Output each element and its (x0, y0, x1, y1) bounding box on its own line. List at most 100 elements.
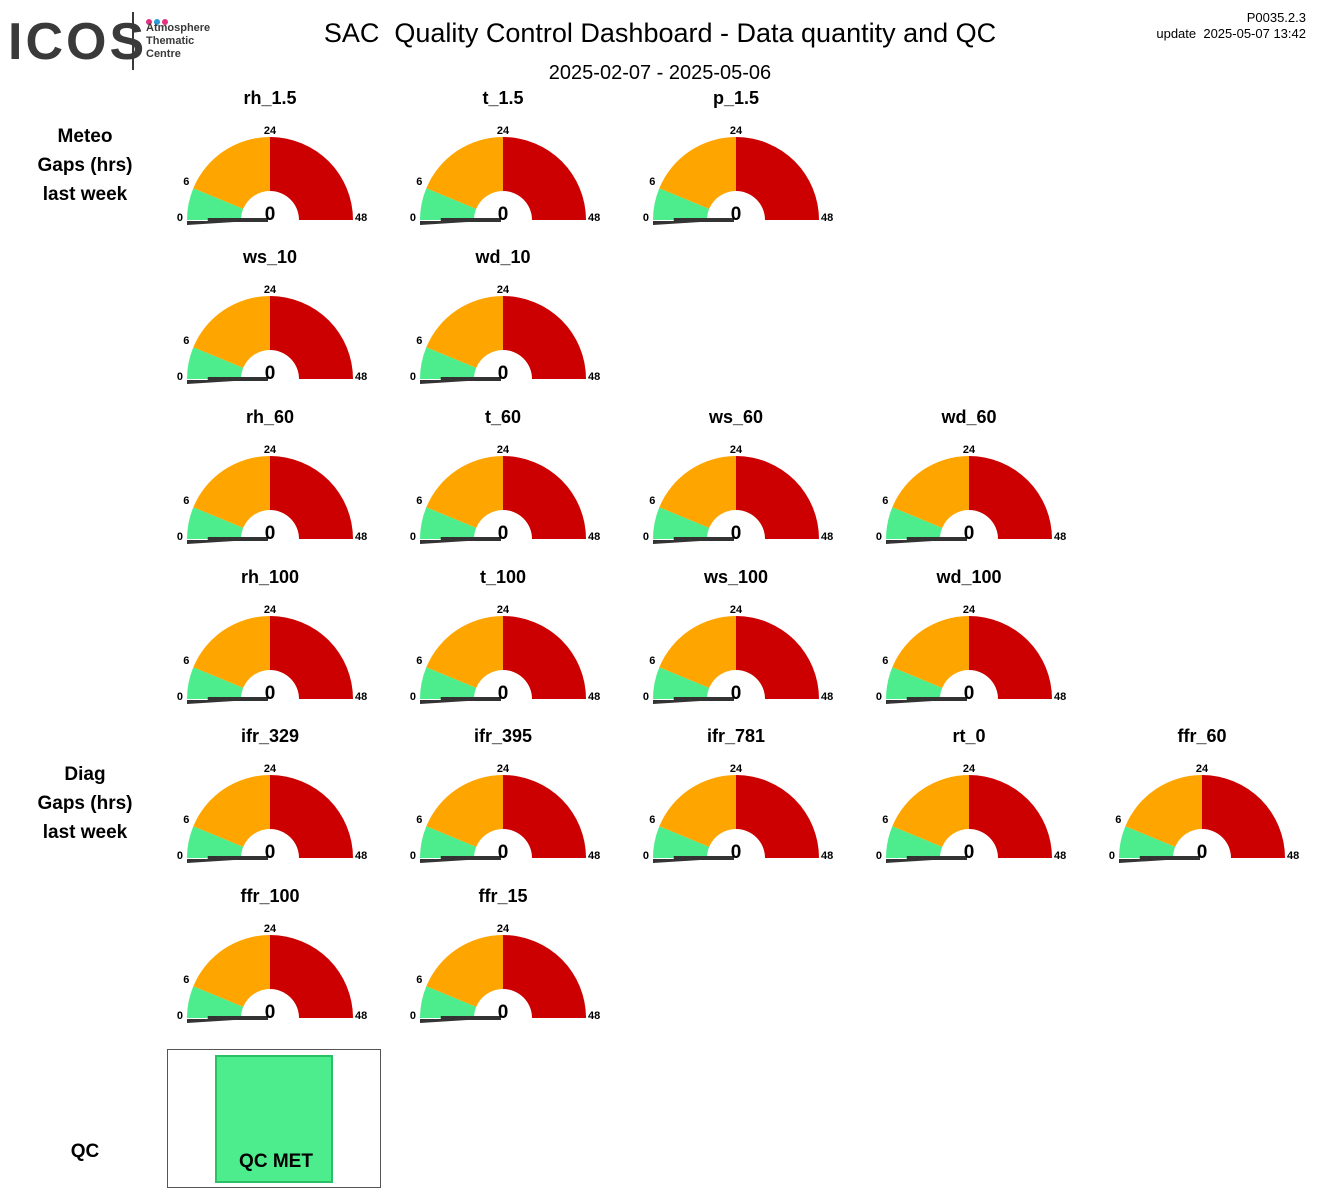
logo-dots (146, 12, 170, 30)
gauge-chart: 0 6 24 48 0 rt_0 (876, 726, 1066, 863)
qc-status-label: QC MET (239, 1151, 313, 1172)
gauge-tick-label: 0 (643, 691, 649, 703)
gauge-title: wd_10 (474, 247, 530, 267)
gauge-tick-label: 6 (649, 495, 655, 507)
gauge-band-orange (426, 296, 503, 368)
gauge-tick-label: 6 (649, 655, 655, 667)
gauge-value-label: 0 (498, 683, 509, 704)
gauge-tick-label: 48 (1054, 531, 1066, 543)
gauge-tick-label: 0 (177, 371, 183, 383)
gauge-value-label: 0 (265, 204, 276, 225)
gauge: 0 6 24 48 0 ifr_329 (177, 726, 391, 876)
gauge-title: ffr_60 (1177, 726, 1226, 746)
gauge-band-orange (193, 137, 270, 209)
page-title: SAC Quality Control Dashboard - Data qua… (323, 18, 997, 48)
gauge-tick-label: 24 (264, 284, 277, 296)
gauge-band-green (886, 507, 943, 539)
gauge-band-red (969, 616, 1052, 699)
gauge-tick-label: 24 (497, 125, 510, 137)
gauge-band-green (420, 507, 477, 539)
gauge-band-red (1202, 775, 1285, 858)
gauge-needle-base (420, 380, 483, 384)
gauge-band-orange (193, 935, 270, 1007)
version-info: P0035.2.3 update 2025-05-07 13:42 (1156, 10, 1306, 42)
gauge-band-red (969, 775, 1052, 858)
gauge-value-label: 0 (1197, 842, 1208, 863)
gauge-band-orange (659, 137, 736, 209)
gauge-band-orange (426, 456, 503, 528)
gauge-chart: 0 6 24 48 0 ffr_60 (1109, 726, 1299, 863)
gauge-title: t_60 (485, 407, 521, 427)
gauge: 0 6 24 48 0 rh_60 (177, 407, 391, 557)
gauge-tick-label: 24 (497, 923, 510, 935)
gauge-tick-label: 48 (355, 691, 367, 703)
gauge-needle-base (653, 540, 716, 544)
gauge-band-orange (659, 775, 736, 847)
gauge-band-orange (659, 616, 736, 688)
logo-divider (132, 12, 134, 70)
gauge-title: rh_60 (246, 407, 294, 427)
gauge-band-green (653, 826, 710, 858)
gauge: 0 6 24 48 0 t_100 (410, 567, 624, 717)
gauge-needle-base (886, 540, 949, 544)
gauge-chart: 0 6 24 48 0 ffr_15 (410, 886, 600, 1023)
gauge-tick-label: 24 (730, 125, 743, 137)
gauge-tick-label: 0 (177, 531, 183, 543)
section-label-line: Gaps (hrs) (37, 155, 133, 176)
gauge: 0 6 24 48 0 rt_0 (876, 726, 1090, 876)
gauge-title: rh_100 (241, 567, 299, 587)
gauge-title: ws_100 (703, 567, 768, 587)
gauge-tick-label: 0 (177, 850, 183, 862)
section-label-line: Gaps (hrs) (37, 793, 133, 814)
gauge-band-orange (193, 616, 270, 688)
gauge-band-red (270, 456, 353, 539)
gauge: 0 6 24 48 0 ffr_15 (410, 886, 624, 1036)
gauge-tick-label: 48 (355, 212, 367, 224)
gauge-band-red (503, 456, 586, 539)
gauge: 0 6 24 48 0 ifr_781 (643, 726, 857, 876)
qc-status-indicator: QC MET (215, 1055, 333, 1183)
gauge-needle-base (886, 700, 949, 704)
section-label-line: Diag (64, 764, 106, 785)
gauge-band-red (503, 137, 586, 220)
gauge-chart: 0 6 24 48 0 ffr_100 (177, 886, 367, 1023)
gauge-tick-label: 24 (730, 604, 743, 616)
gauge-chart: 0 6 24 48 0 t_100 (410, 567, 600, 704)
gauge-tick-label: 6 (416, 176, 422, 188)
gauge-tick-label: 24 (264, 125, 277, 137)
gauge-tick-label: 48 (588, 531, 600, 543)
gauge-value-label: 0 (964, 683, 975, 704)
gauge-chart: 0 6 24 48 0 wd_10 (410, 247, 600, 384)
gauge-band-green (420, 188, 477, 220)
gauge-needle-base (420, 859, 483, 863)
gauge-tick-label: 0 (177, 1010, 183, 1022)
gauge-needle-base (653, 859, 716, 863)
section-label-qc: QC (20, 1137, 150, 1166)
gauge: 0 6 24 48 0 wd_100 (876, 567, 1090, 717)
gauge-band-green (420, 986, 477, 1018)
gauge-band-orange (892, 775, 969, 847)
gauge-value-label: 0 (731, 523, 742, 544)
gauge-needle-base (653, 221, 716, 225)
gauge-tick-label: 24 (264, 923, 277, 935)
gauge-tick-label: 6 (416, 495, 422, 507)
gauge-band-red (969, 456, 1052, 539)
icos-logo: ICOS Atmosphere Thematic Centre (8, 10, 223, 72)
gauge-band-green (187, 667, 244, 699)
gauge-tick-label: 6 (416, 335, 422, 347)
gauge-tick-label: 48 (588, 850, 600, 862)
gauge-band-red (270, 296, 353, 379)
gauge-tick-label: 6 (882, 655, 888, 667)
logo-subtitle-line: Atmosphere (146, 22, 211, 34)
gauge-chart: 0 6 24 48 0 p_1.5 (643, 88, 833, 225)
gauge-tick-label: 48 (355, 531, 367, 543)
gauge-chart: 0 6 24 48 0 wd_100 (876, 567, 1066, 704)
gauge: 0 6 24 48 0 p_1.5 (643, 88, 857, 238)
gauge-tick-label: 48 (588, 212, 600, 224)
gauge-tick-label: 0 (410, 1010, 416, 1022)
gauge-value-label: 0 (498, 204, 509, 225)
gauge-title: ifr_781 (707, 726, 765, 746)
gauge-tick-label: 48 (588, 1010, 600, 1022)
gauge-tick-label: 6 (416, 814, 422, 826)
gauge-tick-label: 24 (497, 284, 510, 296)
